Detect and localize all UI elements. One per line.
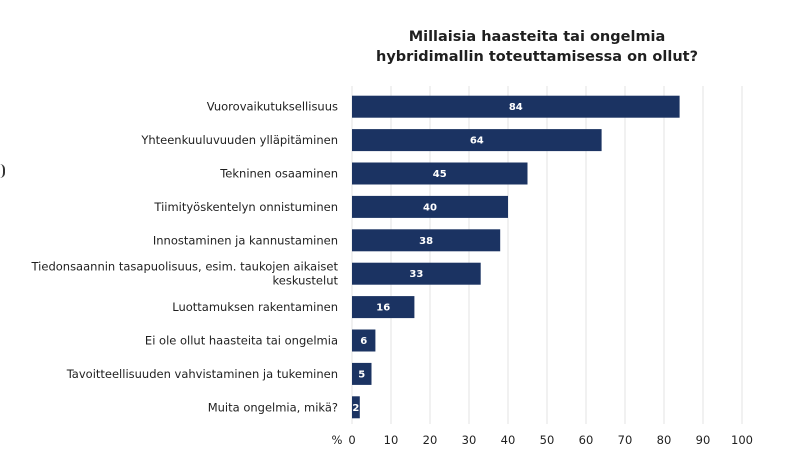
category-label: Yhteenkuuluvuuden ylläpitäminen	[140, 133, 338, 147]
bar	[352, 329, 376, 352]
category-label: Tekninen osaaminen	[219, 167, 338, 181]
bar	[352, 396, 360, 419]
category-label: Ei ole ollut haasteita tai ongelmia	[145, 334, 338, 348]
value-label: 84	[509, 102, 523, 113]
category-label: Innostaminen ja kannustaminen	[153, 233, 338, 247]
value-label: 5	[358, 369, 365, 380]
edge-bracket-icon	[0, 164, 5, 178]
value-label: 16	[376, 303, 390, 314]
x-tick-label: 60	[579, 433, 594, 447]
bar	[352, 229, 501, 252]
x-tick-label: 20	[423, 433, 438, 447]
x-tick-label: 70	[618, 433, 633, 447]
value-label: 38	[419, 236, 433, 247]
chart-title-line-1: Millaisia haasteita tai ongelmia	[408, 29, 666, 45]
x-unit-label: %	[332, 433, 343, 447]
x-tick-label: 90	[696, 433, 711, 447]
bar	[352, 95, 680, 118]
bar	[352, 129, 602, 152]
category-label: Tavoitteellisuuden vahvistaminen ja tuke…	[66, 367, 338, 381]
value-label: 2	[352, 403, 359, 414]
category-label: Tiimityöskentelyn onnistuminen	[153, 200, 338, 214]
bar	[352, 296, 415, 319]
x-tick-label: 0	[348, 433, 355, 447]
x-tick-label: 50	[540, 433, 555, 447]
value-label: 64	[470, 136, 484, 147]
category-label: Tiedonsaannin tasapuolisuus, esim. tauko…	[31, 260, 339, 274]
chart-title: Millaisia haasteita tai ongelmia hybridi…	[372, 27, 702, 67]
x-tick-label: 30	[462, 433, 477, 447]
x-tick-label: 40	[501, 433, 516, 447]
x-tick-label: 10	[384, 433, 399, 447]
bar	[352, 262, 481, 285]
category-label: Vuorovaikutuksellisuus	[207, 100, 338, 114]
x-tick-label: 80	[657, 433, 672, 447]
category-label: Muita ongelmia, mikä?	[208, 400, 338, 414]
value-label: 45	[433, 169, 447, 180]
bar	[352, 362, 372, 385]
category-label: keskustelut	[273, 274, 339, 288]
category-label: Luottamuksen rakentaminen	[172, 300, 338, 314]
value-label: 40	[423, 202, 437, 213]
bar	[352, 195, 508, 218]
x-tick-label: 100	[731, 433, 753, 447]
value-label: 6	[360, 336, 367, 347]
chart-title-line-2: hybridimallin toteuttamisessa on ollut?	[376, 49, 698, 65]
bar	[352, 162, 528, 185]
value-label: 33	[409, 269, 423, 280]
